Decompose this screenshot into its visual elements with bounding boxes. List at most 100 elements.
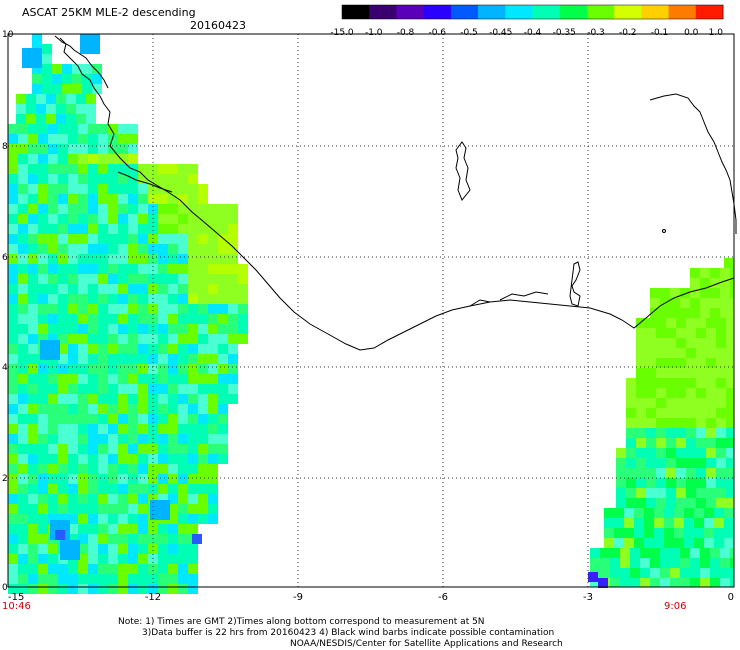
swath-cell — [76, 114, 86, 124]
swath-cell — [26, 94, 36, 104]
swath-cell — [38, 154, 48, 164]
swath-cell — [158, 564, 168, 574]
swath-cell — [68, 474, 78, 484]
swath-cell — [624, 538, 634, 548]
swath-cell — [208, 414, 218, 424]
swath-cell — [716, 428, 726, 438]
swath-cell — [68, 444, 78, 454]
swath-cell — [92, 64, 102, 74]
swath-cell — [138, 334, 148, 344]
swath-cell — [108, 274, 118, 284]
swath-cell — [716, 328, 726, 338]
swath-cell — [208, 274, 218, 284]
swath-cell — [98, 294, 108, 304]
swath-cell — [706, 328, 716, 338]
swath-cell — [28, 404, 38, 414]
swath-cell — [730, 578, 734, 587]
swath-cell — [188, 434, 198, 444]
swath-cell — [18, 204, 28, 214]
swath-cell — [720, 288, 730, 298]
swath-cell — [168, 324, 178, 334]
swath-cell — [48, 144, 58, 154]
swath-cell — [168, 214, 178, 224]
swath-cell — [178, 474, 188, 484]
swath-cell — [118, 404, 128, 414]
swath-cell — [178, 564, 188, 574]
swath-cell — [640, 558, 650, 568]
swath-cell — [88, 274, 98, 284]
swath-cell — [730, 558, 734, 568]
swath-cell — [238, 274, 248, 284]
swath-cell — [168, 544, 178, 554]
swath-cell — [218, 304, 228, 314]
swath-cell — [188, 554, 198, 564]
swath-cell — [128, 564, 138, 574]
swath-cell — [58, 154, 68, 164]
swath-cell — [660, 308, 670, 318]
swath-cell — [38, 424, 48, 434]
swath-cell — [654, 508, 664, 518]
swath-cell — [620, 558, 630, 568]
swath-cell — [8, 464, 18, 474]
swath-cell — [52, 74, 62, 84]
swath-cell — [128, 294, 138, 304]
swath-cell — [696, 368, 706, 378]
swath-cell — [710, 548, 720, 558]
swath-cell — [656, 328, 666, 338]
swath-cell — [8, 534, 18, 544]
swath-cell — [108, 254, 118, 264]
swath-cell — [646, 328, 656, 338]
swath-cell — [198, 474, 208, 484]
swath-cell — [710, 268, 720, 278]
swath-cell — [168, 274, 178, 284]
note-line-2: 3)Data buffer is 22 hrs from 20160423 4)… — [142, 628, 555, 638]
swath-cell — [56, 114, 66, 124]
swath-cell — [58, 254, 68, 264]
swath-cell — [228, 384, 238, 394]
swath-cell — [158, 274, 168, 284]
swath-cell — [42, 54, 52, 64]
swath-cell — [178, 404, 188, 414]
y-tick-label: 8 — [2, 142, 8, 152]
swath-cell — [218, 384, 228, 394]
swath-cell — [28, 454, 38, 464]
swath-cell — [28, 314, 38, 324]
swath-cell — [138, 204, 148, 214]
swath-cell — [38, 224, 48, 234]
swath-cell — [118, 524, 128, 534]
swath-cell — [58, 244, 68, 254]
swath-cell — [128, 274, 138, 284]
swath-cell — [676, 378, 686, 388]
swath-cell — [590, 548, 600, 558]
coast-detail-2 — [469, 299, 491, 307]
swath-cell — [198, 504, 208, 514]
swath-cell — [178, 384, 188, 394]
swath-cell — [48, 254, 58, 264]
swath-cell — [626, 438, 636, 448]
swath-cell — [158, 384, 168, 394]
swath-cell — [8, 134, 18, 144]
swath-cell — [158, 574, 168, 584]
colorbar-label: 0.0 — [684, 28, 699, 38]
swath-cell — [218, 294, 228, 304]
swath-cell — [636, 438, 646, 448]
swath-cell — [158, 544, 168, 554]
swath-cell — [148, 484, 158, 494]
swath-cell — [58, 304, 68, 314]
swath-cell — [716, 368, 726, 378]
swath-cell — [38, 124, 48, 134]
swath-cell — [78, 354, 88, 364]
swath-cell — [188, 334, 198, 344]
swath-cell — [138, 534, 148, 544]
swath-cell — [8, 454, 18, 464]
swath-cell — [208, 394, 218, 404]
swath-cell — [38, 414, 48, 424]
swath-cell — [198, 284, 208, 294]
swath-cell — [690, 568, 700, 578]
colorbar-label: 1.0 — [709, 28, 724, 38]
swath-cell — [138, 414, 148, 424]
swath-cell — [38, 534, 48, 544]
swath-cell — [666, 438, 676, 448]
swath-cell — [178, 544, 188, 554]
swath-cell — [68, 254, 78, 264]
